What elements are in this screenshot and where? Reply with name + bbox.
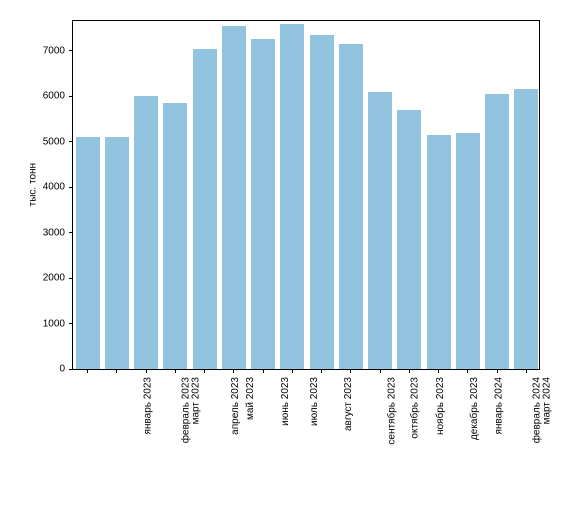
bar bbox=[134, 96, 158, 369]
bar bbox=[193, 49, 217, 369]
x-tick-mark bbox=[204, 369, 205, 373]
x-tick-mark bbox=[350, 369, 351, 373]
x-tick-mark bbox=[380, 369, 381, 373]
x-tick-mark bbox=[292, 369, 293, 373]
y-tick-label: 4000 bbox=[43, 182, 73, 193]
x-tick-label: март 2023 bbox=[191, 377, 202, 424]
x-tick-label: январь 2024 bbox=[493, 377, 504, 435]
bar bbox=[397, 110, 421, 369]
bar bbox=[485, 94, 509, 369]
x-tick-mark bbox=[497, 369, 498, 373]
x-tick-label: май 2023 bbox=[245, 377, 256, 420]
x-tick-mark bbox=[87, 369, 88, 373]
x-tick-label: ноябрь 2023 bbox=[435, 377, 446, 435]
bar bbox=[280, 24, 304, 369]
bar bbox=[310, 35, 334, 369]
y-tick-label: 5000 bbox=[43, 136, 73, 147]
x-tick-label: март 2024 bbox=[542, 377, 553, 424]
x-tick-mark bbox=[409, 369, 410, 373]
x-tick-label: сентябрь 2023 bbox=[386, 377, 397, 445]
y-tick-label: 7000 bbox=[43, 45, 73, 56]
y-tick-label: 0 bbox=[59, 364, 73, 375]
y-tick-label: 6000 bbox=[43, 91, 73, 102]
bar bbox=[368, 92, 392, 369]
x-tick-mark bbox=[263, 369, 264, 373]
x-tick-mark bbox=[526, 369, 527, 373]
x-tick-label: январь 2023 bbox=[142, 377, 153, 435]
bar bbox=[222, 26, 246, 369]
y-tick-label: 2000 bbox=[43, 273, 73, 284]
bar bbox=[76, 137, 100, 369]
x-tick-mark bbox=[175, 369, 176, 373]
bar bbox=[105, 137, 129, 369]
plot-area: 01000200030004000500060007000январь 2023… bbox=[72, 20, 540, 370]
y-tick-label: 1000 bbox=[43, 318, 73, 329]
x-tick-label: октябрь 2023 bbox=[409, 377, 420, 439]
bar bbox=[427, 135, 451, 369]
x-tick-label: апрель 2023 bbox=[230, 377, 241, 435]
x-tick-mark bbox=[116, 369, 117, 373]
x-tick-mark bbox=[233, 369, 234, 373]
x-tick-label: июнь 2023 bbox=[280, 377, 291, 426]
bar bbox=[514, 89, 538, 369]
x-tick-mark bbox=[321, 369, 322, 373]
x-tick-mark bbox=[467, 369, 468, 373]
x-tick-label: июль 2023 bbox=[309, 377, 320, 426]
bar bbox=[456, 133, 480, 369]
x-tick-label: декабрь 2023 bbox=[469, 377, 480, 440]
bar bbox=[339, 44, 363, 369]
spine-top bbox=[73, 20, 540, 21]
x-tick-label: август 2023 bbox=[343, 377, 354, 431]
bar-chart: 0 1000 2000 3000 4000 5000 6000 7000 январь 2023… bbox=[0, 0, 580, 506]
y-tick-label: 3000 bbox=[43, 227, 73, 238]
x-tick-mark bbox=[146, 369, 147, 373]
bar bbox=[163, 103, 187, 369]
bar bbox=[251, 39, 275, 369]
y-axis-label: тыс. тонн bbox=[28, 163, 39, 206]
spine-right bbox=[539, 20, 540, 369]
x-tick-mark bbox=[438, 369, 439, 373]
